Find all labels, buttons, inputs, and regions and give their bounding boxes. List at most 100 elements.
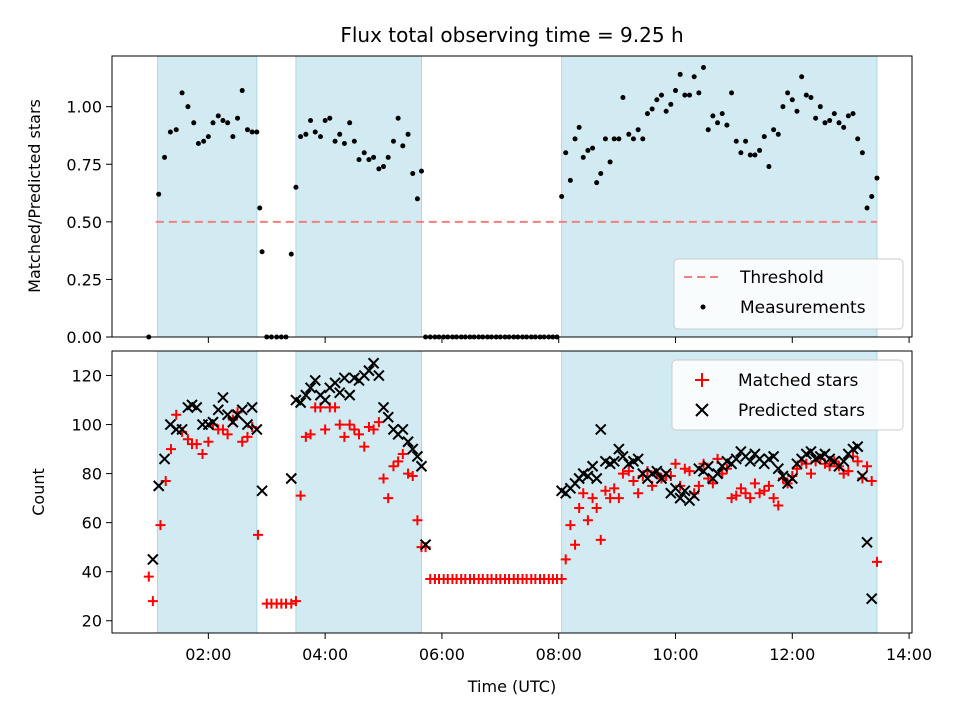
threshold-legend-label: Threshold — [739, 268, 824, 288]
x-tick-label: 04:00 — [302, 645, 348, 664]
matched-star-point — [412, 515, 423, 526]
measurement-point — [663, 108, 669, 114]
observing-window-band — [157, 350, 258, 634]
counts-panel: 20 40 60 80 100 120 02:00 04:00 06:00 08:00 10:00… — [29, 351, 932, 696]
matched-star-point — [731, 490, 742, 501]
measurement-point — [395, 115, 401, 121]
predicted-star-point — [419, 539, 432, 551]
measurement-point — [405, 131, 411, 137]
measurement-point — [789, 97, 795, 103]
x-axis-label: Time (UTC) — [467, 677, 556, 696]
measurement-point — [743, 138, 749, 144]
matched-star-point — [749, 478, 760, 489]
predicted-star-point — [363, 364, 375, 377]
measurement-point — [298, 134, 304, 140]
predicted-star-point — [147, 553, 159, 566]
measurement-point — [874, 175, 880, 181]
measurement-point — [366, 157, 372, 163]
measurement-point — [761, 134, 767, 140]
predicted-star-point — [679, 485, 691, 497]
matched-legend-label: Matched stars — [738, 371, 858, 391]
ratio-panel: 0.00 0.25 0.50 0.75 1.00 Matched/Predicted s… — [25, 55, 913, 347]
predicted-star-point — [688, 489, 700, 502]
measurement-point — [701, 65, 707, 71]
measurement-point — [859, 150, 865, 156]
predicted-star-point — [338, 372, 351, 384]
matched-star-point — [805, 468, 816, 479]
matched-star-point — [582, 515, 593, 526]
predicted-star-point — [221, 409, 234, 421]
measurement-point — [215, 113, 221, 119]
predicted-star-point — [334, 386, 346, 399]
matched-star-point — [866, 475, 877, 486]
matched-star-point — [147, 596, 158, 607]
measurement-point — [673, 88, 679, 94]
measurement-point — [195, 141, 201, 147]
matched-star-point — [393, 456, 404, 467]
measurement-point — [390, 138, 396, 144]
predicted-star-point — [304, 382, 317, 394]
matched-star-point — [242, 431, 253, 442]
observing-window-band — [295, 55, 422, 338]
predicted-star-point — [397, 423, 409, 436]
measurement-point — [559, 194, 565, 199]
matched-star-point — [740, 488, 751, 499]
matched-star-point — [222, 429, 233, 440]
measurement-point — [337, 131, 343, 137]
matched-star-point — [334, 419, 345, 430]
predicted-star-point — [411, 450, 424, 463]
matched-star-point — [359, 441, 370, 452]
measurement-point — [381, 164, 387, 170]
measurement-point — [585, 147, 591, 153]
measurement-point — [836, 120, 842, 126]
measurement-point — [869, 194, 875, 199]
measurement-point — [179, 90, 185, 96]
predicted-star-point — [176, 423, 188, 436]
measurement-point — [827, 117, 833, 123]
counts-y-ticks: 20 40 60 80 100 120 — [71, 367, 112, 631]
predicted-star-point — [158, 453, 171, 465]
y-tick-label: 1.00 — [66, 98, 102, 117]
measurement-point — [308, 117, 314, 123]
measurement-point — [156, 191, 162, 197]
predicted-star-point — [837, 455, 850, 468]
measurement-point — [813, 115, 819, 121]
matched-star-point — [305, 429, 316, 440]
measurement-point — [303, 131, 309, 137]
counts-axes-frame — [111, 350, 913, 634]
measurement-point — [738, 150, 744, 156]
predicted-star-point — [651, 465, 663, 477]
y-tick-label: 80 — [82, 465, 102, 484]
ratio-legend: Threshold Measurements — [673, 258, 904, 330]
predicted-star-point — [866, 592, 878, 605]
measurement-point — [351, 138, 357, 144]
measurement-point — [239, 88, 245, 94]
measurement-point — [794, 108, 800, 114]
predicted-star-point — [294, 396, 307, 409]
matched-star-point — [768, 493, 779, 504]
matched-star-point — [693, 480, 704, 491]
measurement-point — [855, 136, 861, 142]
y-tick-label: 40 — [82, 563, 102, 582]
predicted-star-point — [407, 443, 419, 455]
matched-star-point — [171, 409, 182, 420]
predicted-star-point — [660, 467, 672, 480]
measurement-point — [580, 154, 586, 160]
measurement-point — [864, 205, 870, 211]
measurement-point — [710, 113, 716, 119]
predicted-star-point — [212, 404, 224, 416]
measurement-point — [630, 136, 636, 142]
measurement-point — [780, 104, 786, 110]
matched-star-point — [617, 468, 628, 479]
measurement-point — [361, 150, 367, 156]
matched-star-point — [349, 424, 360, 435]
predicted-legend-label: Predicted stars — [738, 401, 865, 421]
matched-star-point — [791, 463, 802, 474]
measurement-point — [293, 184, 299, 190]
matched-star-point — [165, 444, 176, 455]
measurement-point — [785, 90, 791, 96]
measurement-point — [724, 122, 730, 128]
matched-star-point — [556, 574, 567, 585]
matched-star-point — [295, 490, 306, 501]
measurement-point — [185, 104, 191, 110]
